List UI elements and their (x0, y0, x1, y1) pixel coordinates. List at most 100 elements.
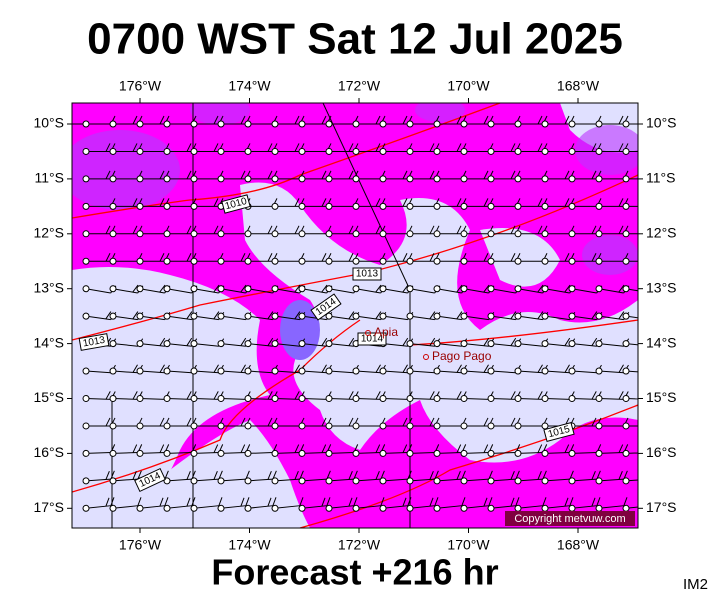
wind-barb (271, 497, 304, 512)
barb-flag (429, 337, 436, 346)
barb-station (190, 395, 198, 402)
barb-station (82, 477, 90, 485)
barb-station (163, 202, 171, 210)
barb-flag (618, 471, 623, 480)
wind-barb (244, 417, 278, 430)
barb-shaft (85, 288, 111, 294)
wind-barb (298, 444, 332, 457)
lat-label: 16°S (33, 444, 64, 460)
wind-barb (595, 198, 629, 210)
barb-flag (186, 143, 192, 152)
wind-barb (136, 337, 171, 348)
barb-station (595, 285, 603, 293)
wind-barb (136, 115, 170, 128)
barb-shaft (625, 315, 638, 321)
barb-shaft (598, 505, 624, 509)
wind-barb (406, 364, 440, 375)
barb-flag (105, 170, 111, 180)
lon-label: 172°W (338, 537, 381, 553)
barb-shaft (274, 505, 300, 509)
barb-station (136, 202, 144, 210)
barb-shaft (517, 505, 543, 509)
barb-flag (326, 497, 331, 506)
barb-station (352, 312, 360, 320)
wind-barb (325, 253, 359, 265)
barb-flag (213, 143, 219, 152)
isobar-label: 1014 (361, 334, 384, 345)
wind-barb (217, 170, 251, 183)
barb-shaft (85, 505, 111, 509)
barb-station (541, 120, 549, 128)
barb-flag (348, 225, 354, 235)
wind-barb (379, 198, 413, 210)
barb-station (298, 477, 306, 485)
barb-station (244, 120, 252, 128)
barb-shaft (328, 315, 354, 321)
barb-shaft (328, 398, 355, 400)
barb-station (568, 257, 576, 265)
barb-station (352, 147, 360, 155)
barb-station (379, 120, 387, 128)
wind-barb (244, 497, 277, 512)
wind-barb (271, 143, 305, 155)
barb-station (325, 147, 333, 155)
barb-flag (132, 444, 138, 453)
calm-area (72, 266, 270, 528)
barb-shaft (220, 505, 246, 509)
barb-flag (510, 225, 516, 235)
wind-barb (298, 115, 332, 128)
barb-station (622, 340, 630, 348)
wind-barb (163, 143, 197, 155)
barb-flag (105, 497, 110, 507)
barb-station (541, 147, 549, 155)
wind-barb (433, 198, 467, 210)
wind-barb (379, 497, 412, 512)
barb-station (460, 340, 468, 348)
barb-flag (137, 497, 142, 506)
barb-flag (542, 497, 547, 506)
barb-station (622, 175, 630, 183)
barb-station (433, 395, 441, 402)
wind-barb (136, 225, 170, 238)
wind-barb (514, 225, 548, 238)
barb-flag (456, 364, 462, 373)
barb-flag (402, 444, 408, 453)
barb-shaft (220, 478, 246, 482)
wind-barb (406, 115, 440, 128)
wind-barb (487, 198, 521, 210)
barb-shaft (544, 398, 571, 400)
barb-shaft (193, 452, 220, 454)
barb-shaft (301, 315, 327, 321)
wind-barb (163, 115, 197, 128)
barb-station (217, 395, 225, 402)
wind-barb (406, 143, 440, 155)
lat-label: 14°S (646, 334, 677, 350)
barb-station (433, 449, 441, 457)
barb-station (271, 367, 279, 375)
barb-shaft (598, 343, 624, 347)
barb-flag (537, 115, 543, 125)
barb-station (244, 367, 252, 375)
barb-station (352, 120, 360, 128)
barb-station (541, 367, 549, 375)
barb-station (163, 120, 171, 128)
barb-shaft (517, 288, 543, 294)
barb-flag (429, 170, 435, 180)
barb-station (595, 175, 603, 183)
barb-flag (348, 143, 354, 152)
barb-flag (429, 391, 435, 400)
barb-flag (537, 143, 543, 152)
wind-barb (541, 115, 575, 128)
barb-flag (646, 418, 650, 426)
lat-label: 11°S (35, 170, 64, 186)
barb-flag (132, 391, 138, 400)
wind-barb (217, 115, 251, 128)
barb-station (622, 120, 630, 128)
barb-station (325, 312, 333, 320)
wind-barb (163, 497, 196, 512)
barb-station (487, 504, 495, 512)
wind-barb (406, 225, 440, 238)
barb-station (271, 175, 279, 183)
barb-shaft (625, 343, 638, 347)
wind-barb (568, 337, 603, 348)
